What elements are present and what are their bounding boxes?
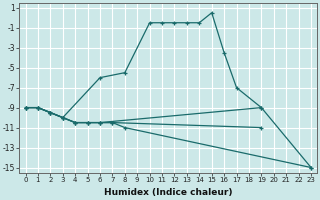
X-axis label: Humidex (Indice chaleur): Humidex (Indice chaleur) xyxy=(104,188,233,197)
